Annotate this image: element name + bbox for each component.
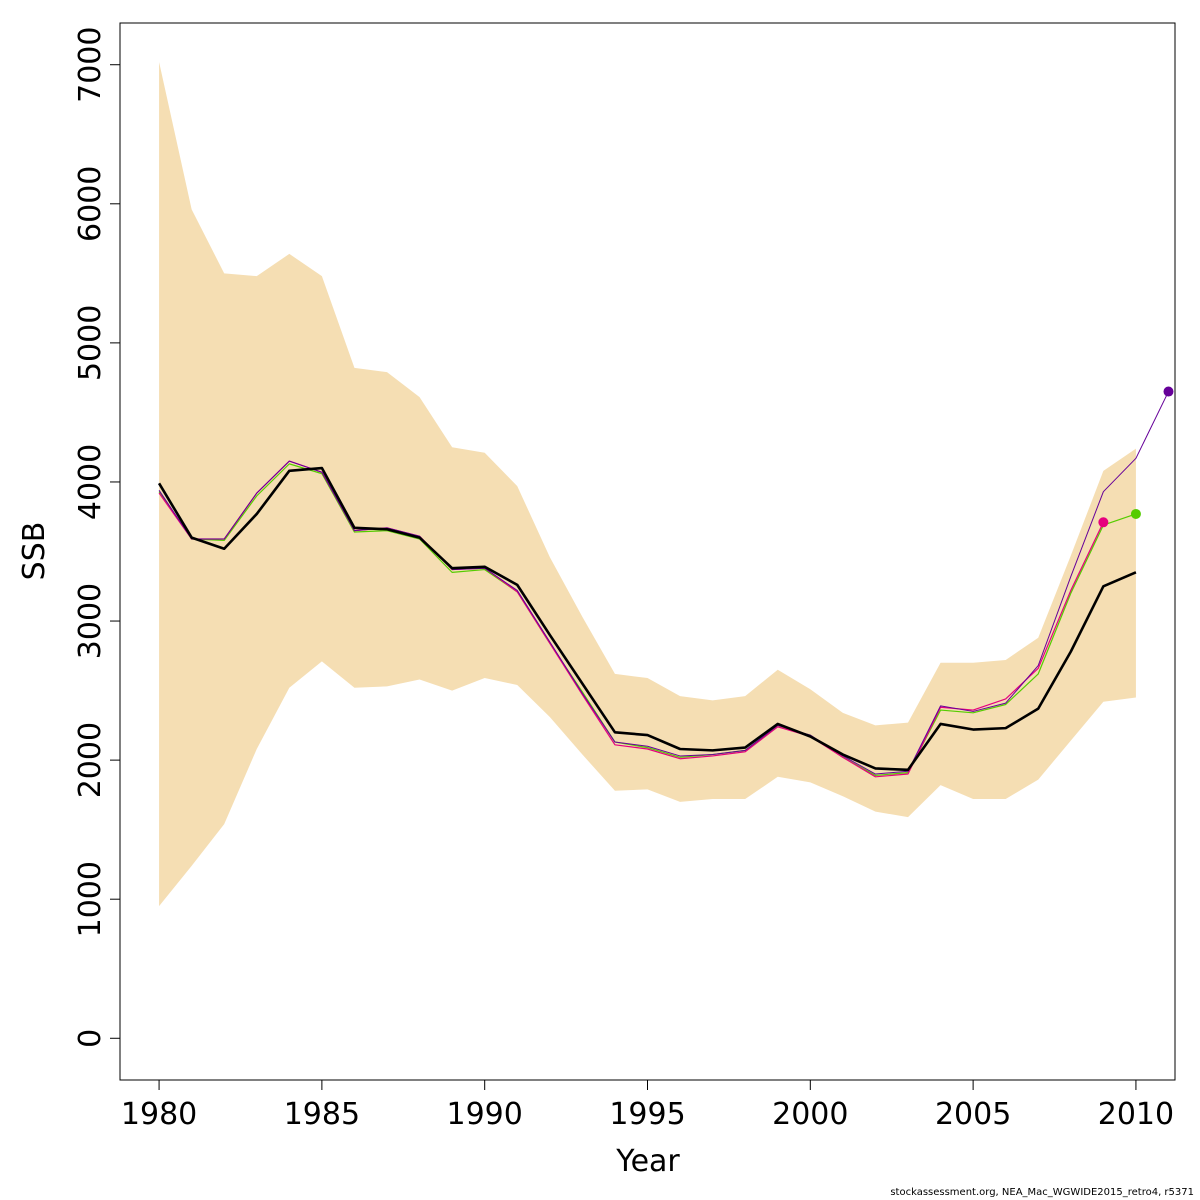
- y-tick-label-0: 0: [73, 1029, 108, 1048]
- y-tick-label-3000: 3000: [73, 583, 108, 659]
- y-tick-label-5000: 5000: [73, 305, 108, 381]
- series-endpoint-3: [1163, 386, 1174, 397]
- x-tick-label-1985: 1985: [284, 1097, 360, 1132]
- x-tick-label-2000: 2000: [772, 1097, 848, 1132]
- y-tick-label-4000: 4000: [73, 444, 108, 520]
- y-axis: 0 1000 2000 3000 4000 5000 6000 7000: [73, 27, 121, 1048]
- x-tick-label-1995: 1995: [609, 1097, 685, 1132]
- y-axis-title: SSB: [17, 522, 52, 581]
- series-endpoint-2: [1098, 517, 1109, 528]
- y-tick-label-6000: 6000: [73, 166, 108, 242]
- y-tick-label-2000: 2000: [73, 722, 108, 798]
- x-tick-label-1990: 1990: [447, 1097, 523, 1132]
- footnote: stockassessment.org, NEA_Mac_WGWIDE2015_…: [890, 1187, 1194, 1198]
- x-tick-label-2005: 2005: [935, 1097, 1011, 1132]
- x-axis: 1980 1985 1990 1995 2000 2005 2010: [121, 1079, 1174, 1132]
- series-line-3: [158, 391, 1169, 775]
- y-tick-label-7000: 7000: [73, 27, 108, 103]
- confidence-band-layer: [159, 61, 1136, 907]
- x-axis-title: Year: [615, 1144, 680, 1179]
- series-line-1: [158, 463, 1137, 777]
- confidence-band: [159, 61, 1136, 907]
- x-tick-label-1980: 1980: [121, 1097, 197, 1132]
- series-endpoint-1: [1130, 508, 1141, 519]
- series-line-0: [157, 466, 1137, 772]
- y-tick-label-1000: 1000: [73, 861, 108, 937]
- series-layer: [157, 386, 1174, 778]
- x-tick-label-2010: 2010: [1098, 1097, 1174, 1132]
